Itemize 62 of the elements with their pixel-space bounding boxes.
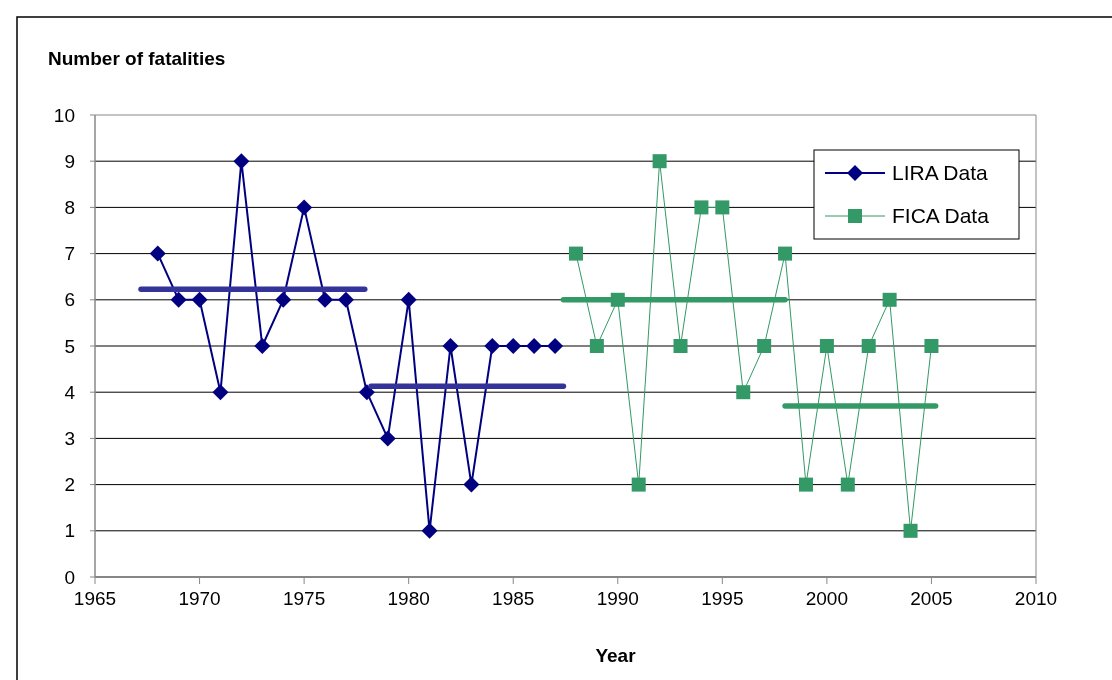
point (317, 291, 334, 308)
point (149, 245, 166, 262)
point (652, 154, 667, 169)
point (526, 338, 543, 354)
x-tick-label: 1975 (282, 588, 326, 609)
y-tick-label: 0 (64, 566, 75, 588)
point (589, 339, 604, 353)
point (233, 153, 250, 170)
x-tick-label: 1965 (73, 588, 117, 609)
y-tick-label: 10 (53, 104, 75, 126)
x-tick-label: 1995 (701, 588, 744, 609)
y-tick-label: 7 (64, 243, 75, 265)
y-tick-label: 6 (64, 289, 75, 311)
point (568, 246, 583, 261)
point (442, 338, 459, 354)
point (358, 384, 375, 401)
y-tick-label: 3 (64, 428, 75, 450)
point (275, 291, 292, 308)
point (715, 200, 730, 215)
y-tick-label: 8 (64, 197, 75, 219)
point (631, 477, 646, 492)
point (170, 291, 187, 308)
point (840, 477, 855, 492)
point (191, 291, 208, 308)
point (924, 339, 939, 353)
point (296, 199, 313, 216)
point (254, 338, 271, 354)
legend-label: FICA Data (892, 204, 990, 228)
y-tick-label: 9 (64, 150, 75, 172)
point (337, 291, 354, 308)
point (421, 522, 438, 539)
x-tick-label: 2005 (910, 588, 953, 609)
x-tick-label: 1985 (492, 588, 535, 609)
point (757, 339, 772, 353)
point (212, 384, 229, 401)
point (903, 523, 918, 538)
point (505, 338, 522, 354)
x-tick-label: 2000 (805, 588, 849, 609)
point (694, 200, 709, 215)
point (379, 430, 396, 447)
y-tick-label: 1 (64, 520, 75, 542)
point (673, 339, 688, 353)
point (463, 476, 480, 493)
point (882, 292, 897, 307)
y-axis-title: Number of fatalities (48, 48, 226, 69)
x-axis-title: Year (595, 645, 637, 666)
point (547, 338, 564, 354)
point (736, 385, 751, 400)
x-tick-label: 1990 (596, 588, 639, 609)
point (778, 246, 793, 261)
point (861, 339, 876, 353)
legend-label: LIRA Data (892, 161, 989, 185)
point (798, 477, 813, 492)
x-tick-label: 1980 (387, 588, 430, 609)
y-tick-label: 5 (64, 335, 75, 357)
point (400, 291, 417, 308)
y-tick-label: 4 (64, 381, 76, 403)
point (484, 338, 501, 354)
x-tick-label: 1970 (178, 588, 221, 609)
point (819, 339, 834, 353)
x-tick-label: 2010 (1014, 588, 1058, 609)
y-tick-label: 2 (64, 474, 75, 496)
